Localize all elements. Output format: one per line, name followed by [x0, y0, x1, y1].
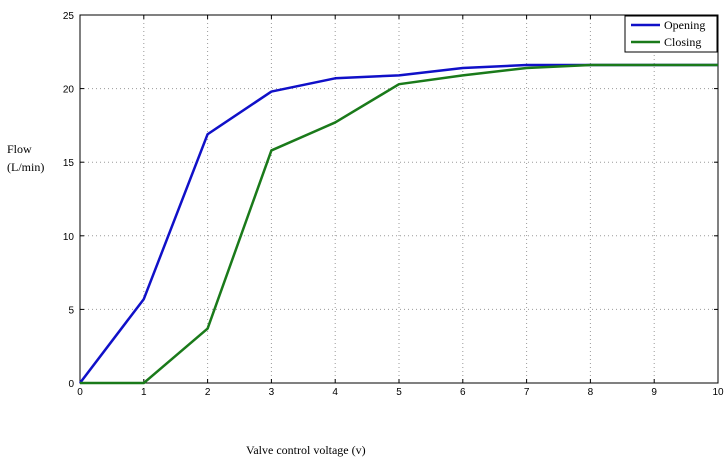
- x-tick-label: 2: [205, 387, 211, 398]
- y-tick-label: 0: [68, 379, 74, 390]
- y-axis-label-line1: Flow: [7, 142, 32, 156]
- y-axis-label-line2: (L/min): [7, 160, 44, 174]
- x-tick-label: 1: [141, 387, 147, 398]
- x-axis-label: Valve control voltage (v): [246, 443, 366, 457]
- y-tick-label: 20: [63, 85, 75, 96]
- legend: Opening Closing: [624, 15, 718, 53]
- y-tick-label: 15: [63, 158, 75, 169]
- x-tick-label: 9: [651, 387, 657, 398]
- x-tick-label: 8: [588, 387, 594, 398]
- legend-box: [624, 15, 718, 53]
- y-tick-label: 25: [63, 11, 75, 22]
- series-line-closing: [80, 63, 718, 385]
- y-tick-label: 10: [63, 232, 75, 243]
- axis-ticks: 0 1 2 3 4 5 6 7 8 9 10 0 5 10 15 20 25: [63, 11, 724, 398]
- x-tick-label: 6: [460, 387, 466, 398]
- x-tick-label: 3: [269, 387, 275, 398]
- x-tick-label: 10: [712, 387, 724, 398]
- x-tick-label: 7: [524, 387, 530, 398]
- series-lines: [79, 63, 718, 385]
- legend-label-opening: Opening: [664, 18, 705, 32]
- legend-label-closing: Closing: [664, 35, 701, 49]
- x-tick-label: 0: [77, 387, 83, 398]
- grid: [80, 15, 718, 383]
- x-tick-label: 5: [396, 387, 402, 398]
- x-tick-label: 4: [332, 387, 338, 398]
- y-tick-label: 5: [68, 305, 74, 316]
